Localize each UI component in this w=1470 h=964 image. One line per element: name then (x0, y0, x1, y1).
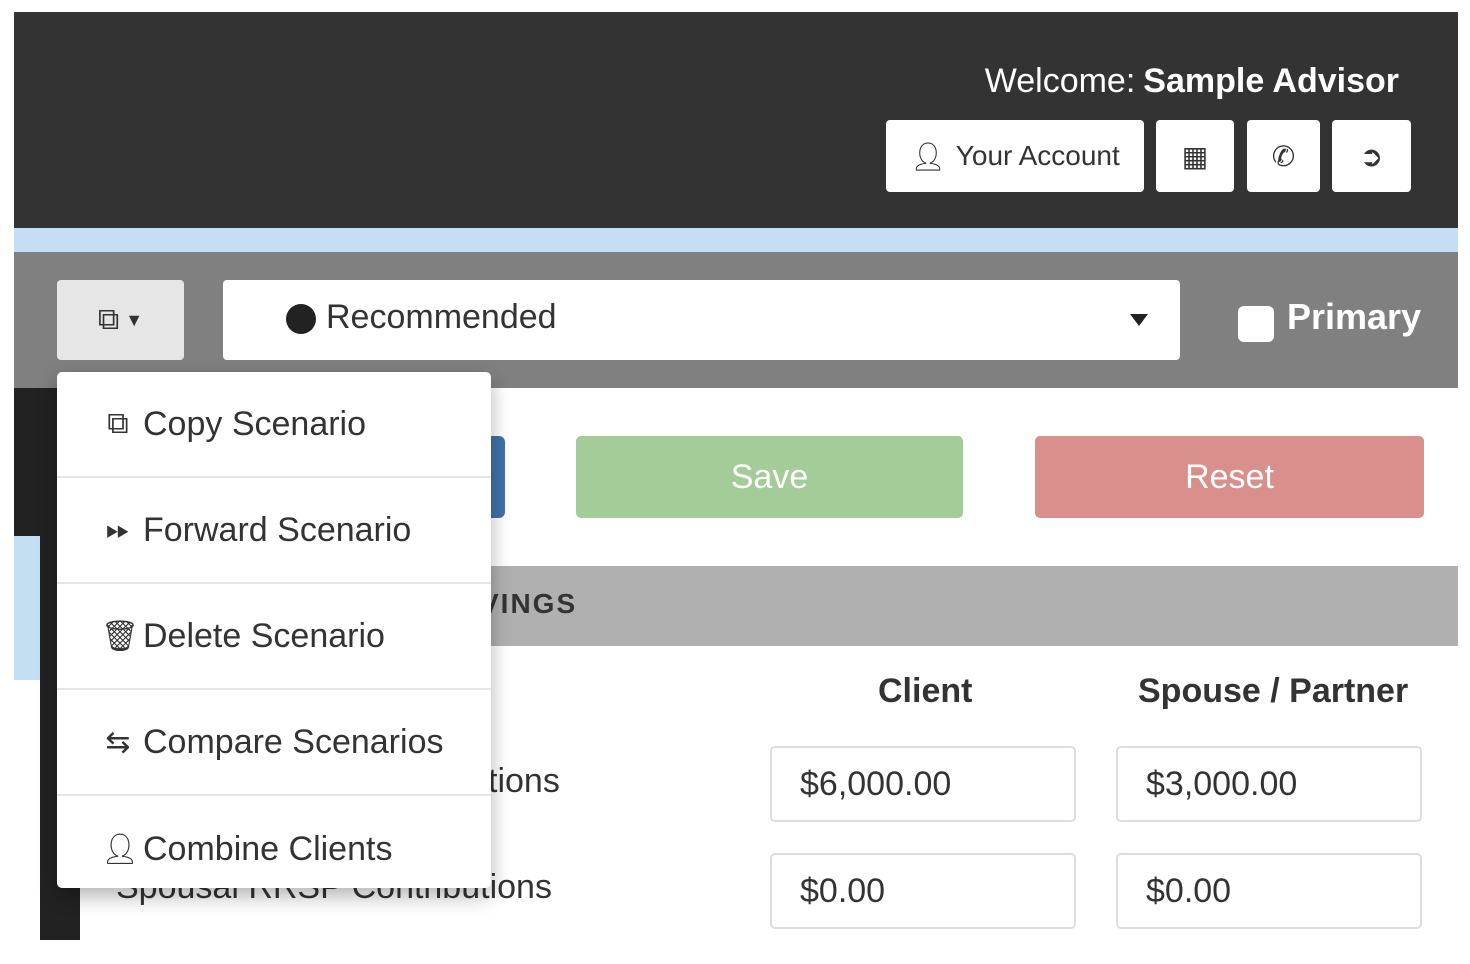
row-label: tions (488, 762, 560, 800)
spouse-amount-input[interactable]: $3,000.00 (1116, 746, 1422, 822)
your-account-label: Your Account (955, 140, 1120, 171)
accent-strip (14, 228, 1458, 252)
scenario-actions-menu: ⧉ Copy Scenario ⏩︎ Forward Scenario 🗑︎ Dele… (57, 372, 491, 888)
chevron-down-icon (1130, 314, 1148, 326)
column-header-client: Client (878, 672, 973, 710)
scenario-selected-value: Recommended (326, 298, 557, 336)
welcome-text: Welcome: Sample Advisor (985, 62, 1399, 101)
your-account-button[interactable]: 👤︎ Your Account (886, 120, 1144, 192)
reset-button[interactable]: Reset (1035, 436, 1424, 518)
scenario-actions-dropdown-button[interactable]: ⧉ ▼ (57, 280, 184, 360)
menu-item-label: Forward Scenario (143, 510, 412, 549)
user-icon: 👤︎ (910, 140, 946, 172)
menu-item-copy-scenario[interactable]: ⧉ Copy Scenario (57, 372, 491, 478)
menu-item-label: Delete Scenario (143, 616, 385, 655)
phone-button[interactable]: ✆ (1247, 120, 1320, 192)
calculator-button[interactable]: ▦ (1156, 120, 1234, 192)
logout-icon: ➲ (1359, 140, 1384, 172)
menu-item-forward-scenario[interactable]: ⏩︎ Forward Scenario (57, 478, 491, 584)
menu-item-compare-scenarios[interactable]: ⇆ Compare Scenarios (57, 690, 491, 796)
menu-item-label: Compare Scenarios (143, 722, 444, 761)
save-button[interactable]: Save (576, 436, 963, 518)
column-header-spouse: Spouse / Partner (1138, 672, 1409, 710)
primary-label: Primary (1287, 296, 1422, 337)
menu-item-combine-clients[interactable]: 👤︎ Combine Clients (57, 796, 491, 902)
menu-item-delete-scenario[interactable]: 🗑︎ Delete Scenario (57, 584, 491, 690)
caret-down-icon: ▼ (125, 309, 144, 330)
sidebar-active-item[interactable] (14, 536, 40, 680)
welcome-label: Welcome: (984, 62, 1136, 100)
calculator-icon: ▦ (1181, 140, 1209, 172)
user-name: Sample Advisor (1143, 62, 1399, 100)
scenario-select[interactable]: Recommended (223, 280, 1180, 360)
section-title: VINGS (480, 588, 578, 619)
spouse-amount-input[interactable]: $0.00 (1116, 853, 1422, 929)
user-icon: 👤︎ (101, 832, 140, 866)
phone-icon: ✆ (1271, 140, 1296, 172)
menu-item-label: Combine Clients (143, 829, 393, 868)
primary-checkbox[interactable] (1238, 306, 1274, 342)
copy-icon: ⧉ (107, 407, 129, 440)
menu-item-label: Copy Scenario (143, 404, 367, 443)
copy-icon: ⧉ (97, 303, 120, 336)
client-amount-input[interactable]: $6,000.00 (770, 746, 1076, 822)
top-header: Welcome: Sample Advisor (14, 12, 1458, 228)
circle-icon (286, 304, 316, 334)
fast-forward-icon: ⏩︎ (106, 513, 130, 546)
logout-button[interactable]: ➲ (1332, 120, 1411, 192)
trash-icon: 🗑︎ (101, 619, 140, 653)
swap-icon: ⇆ (105, 725, 131, 759)
client-amount-input[interactable]: $0.00 (770, 853, 1076, 929)
